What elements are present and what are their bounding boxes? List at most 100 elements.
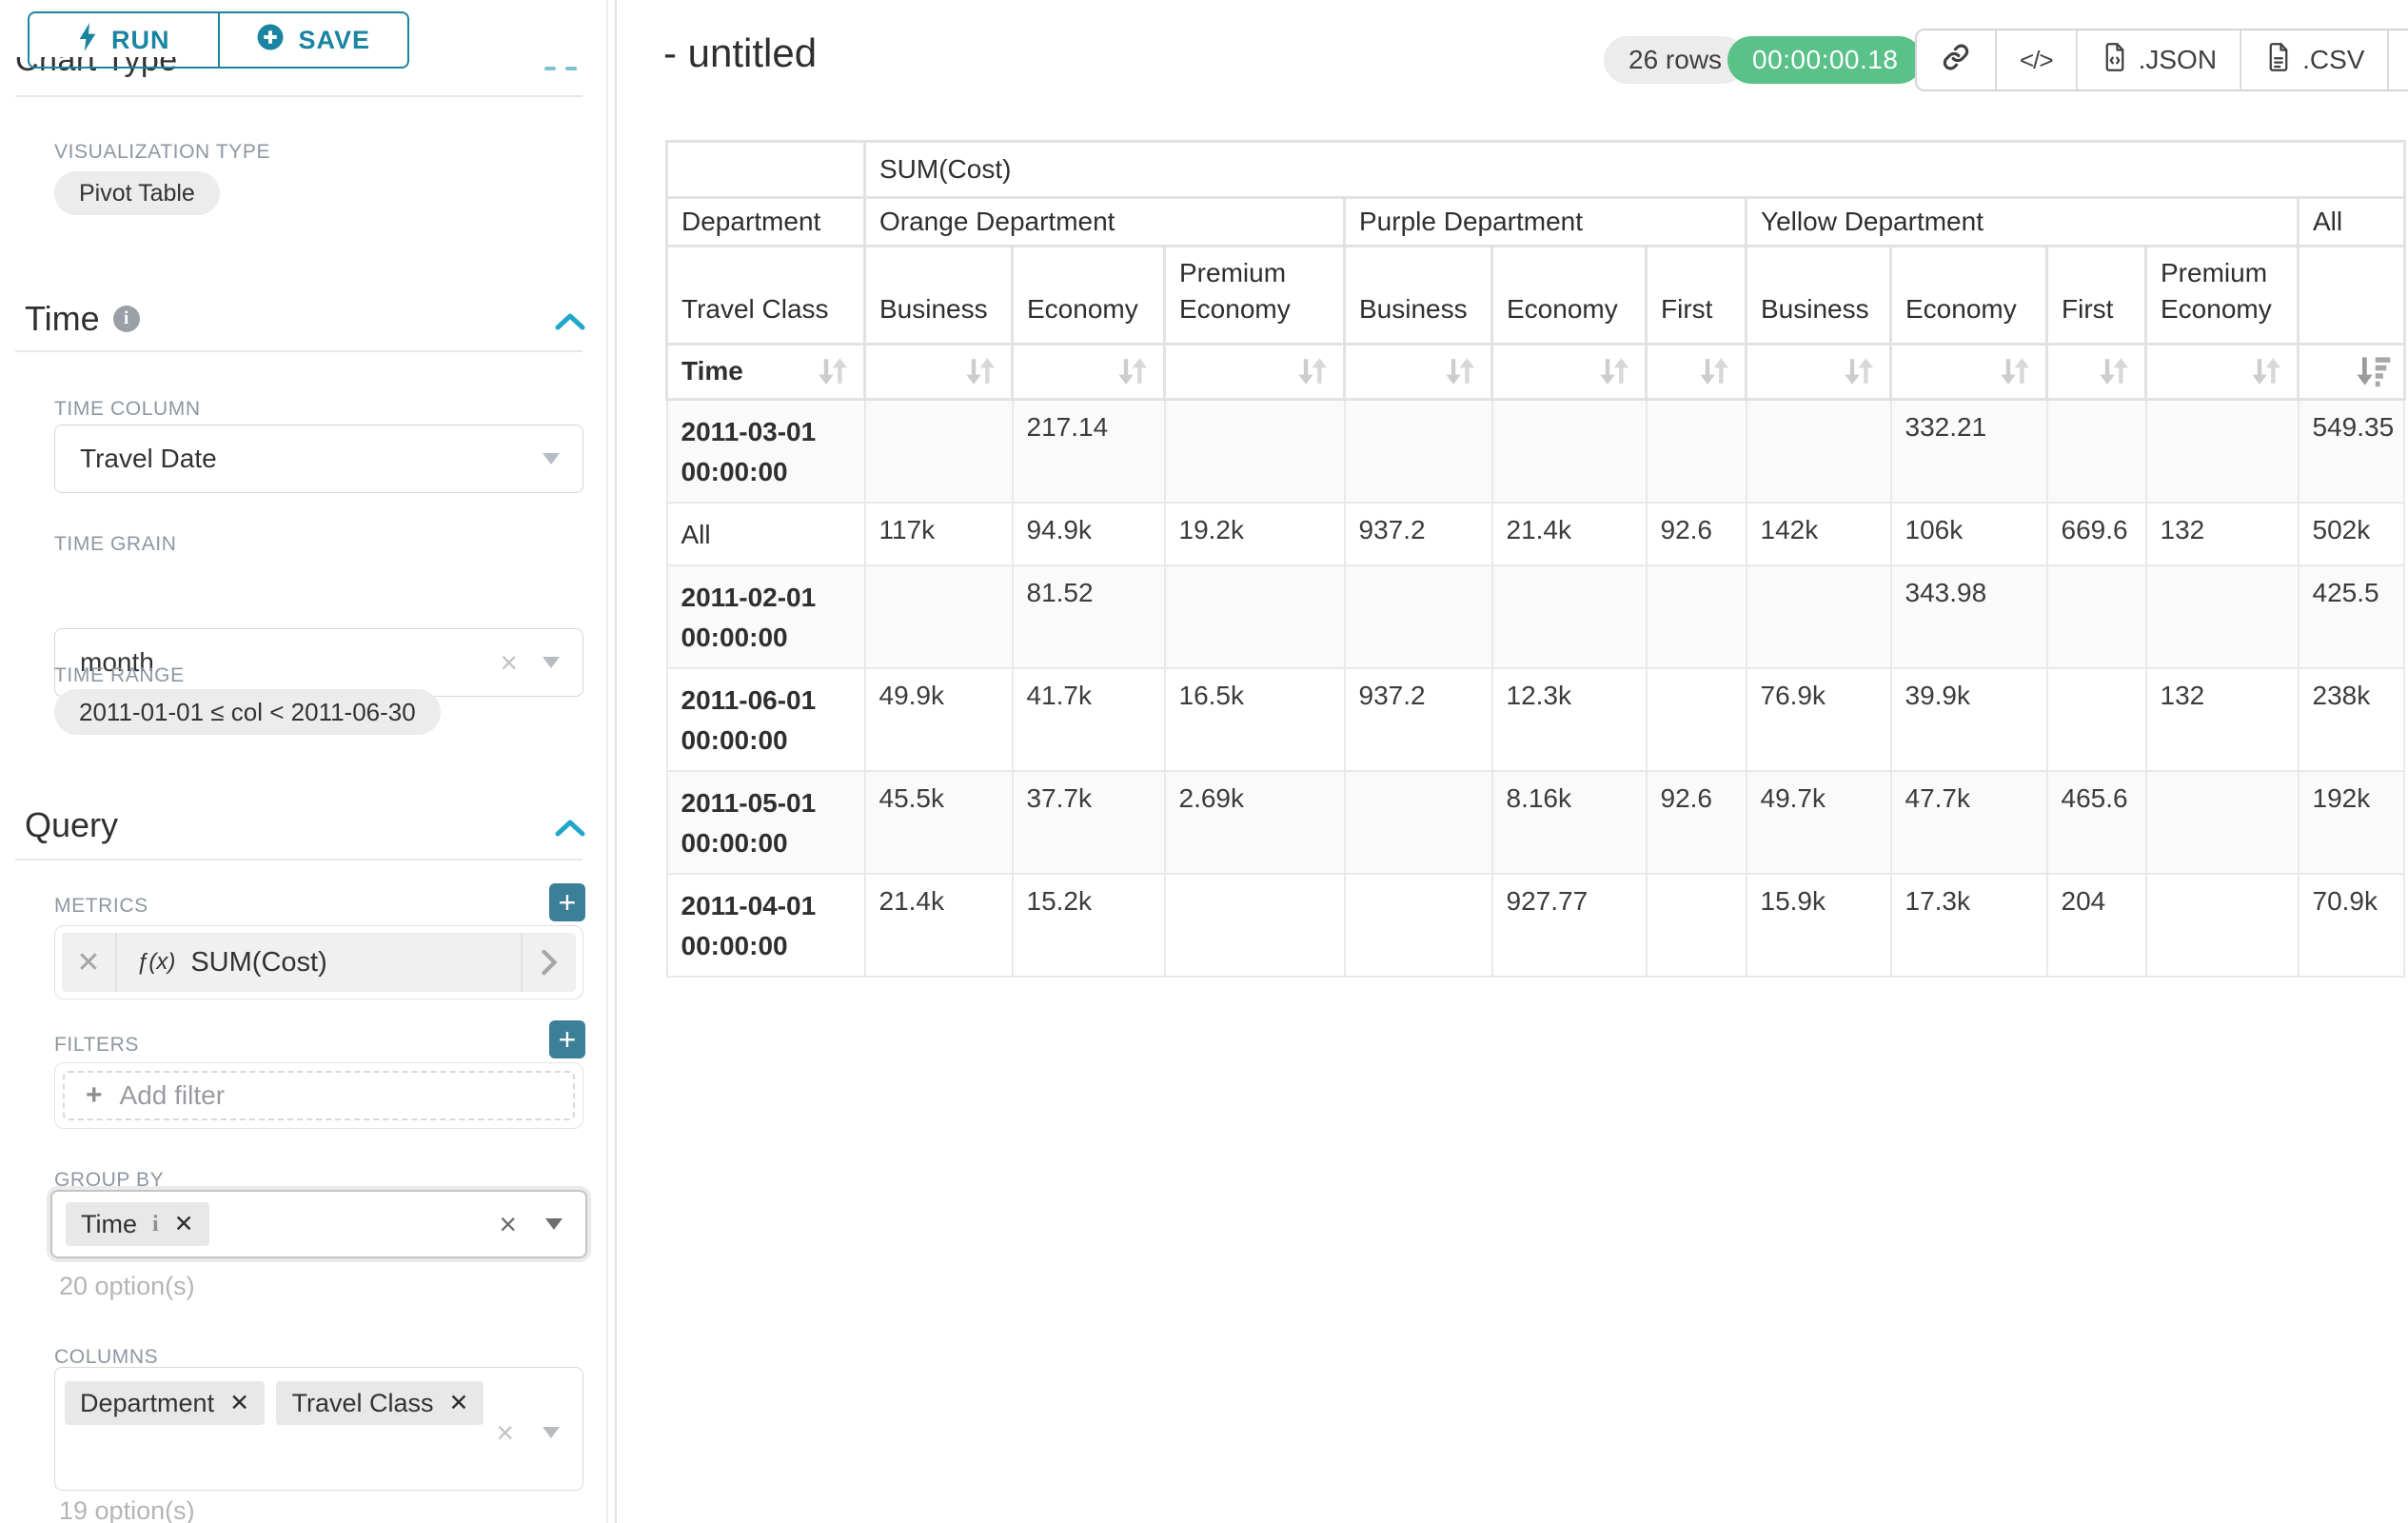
table-cell: 12.3k xyxy=(1490,666,1648,772)
clear-icon[interactable]: × xyxy=(496,1415,514,1450)
table-cell xyxy=(2045,564,2147,669)
remove-tag-icon[interactable]: ✕ xyxy=(448,1390,469,1416)
export-json-button[interactable]: .JSON xyxy=(2075,30,2240,89)
table-cell xyxy=(863,398,1014,504)
remove-metric-icon[interactable]: ✕ xyxy=(62,933,117,992)
sort-icon[interactable] xyxy=(1593,353,1635,389)
chevron-down-icon[interactable] xyxy=(543,453,560,465)
metrics-label: METRICS xyxy=(54,895,148,917)
expand-metric-button[interactable] xyxy=(521,933,576,992)
viz-type-pill[interactable]: Pivot Table xyxy=(54,171,220,215)
save-button[interactable]: SAVE xyxy=(217,13,408,67)
table-cell: 669.6 xyxy=(2045,501,2147,566)
group-by-select[interactable]: Time i ✕ × xyxy=(50,1190,587,1258)
export-toolbar: </> .JSON .CSV xyxy=(1915,29,2408,91)
table-cell: 332.21 xyxy=(1889,398,2048,504)
time-range-pill[interactable]: 2011-01-01 ≤ col < 2011-06-30 xyxy=(54,689,441,735)
metric-name: SUM(Cost) xyxy=(190,946,327,978)
run-button[interactable]: RUN xyxy=(30,13,218,67)
column-sort-header xyxy=(1889,342,2048,401)
chevron-down-icon[interactable] xyxy=(545,1218,563,1230)
csv-file-icon xyxy=(2264,41,2293,80)
viz-type-label: VISUALIZATION TYPE xyxy=(54,141,271,163)
columns-options-count: 19 option(s) xyxy=(59,1496,195,1523)
table-row: 2011-06-01 00:00:00 49.9k 41.7k 16.5k 937.2 1… xyxy=(665,666,2406,772)
sort-icon[interactable] xyxy=(1112,353,1154,389)
chevron-down-icon[interactable] xyxy=(543,657,560,668)
time-grain-select[interactable]: month × xyxy=(54,628,583,697)
chart-title[interactable]: - untitled xyxy=(663,30,818,75)
chevron-down-icon[interactable] xyxy=(543,1427,560,1438)
department-group-header: All xyxy=(2297,196,2406,247)
sidebar-scrollbar-track[interactable] xyxy=(606,0,608,1523)
row-header: 2011-03-01 00:00:00 xyxy=(665,398,866,504)
remove-tag-icon[interactable]: ✕ xyxy=(229,1390,250,1416)
sort-icon[interactable] xyxy=(959,353,1001,389)
table-cell: 106k xyxy=(1889,501,2048,566)
table-row: All 117k 94.9k 19.2k 937.2 21.4k 92.6 142k 106k 6… xyxy=(665,501,2406,566)
metric-header-cell: SUM(Cost) xyxy=(863,140,2406,199)
group-by-options-count: 20 option(s) xyxy=(59,1272,195,1300)
columns-tag: Department ✕ xyxy=(65,1381,266,1425)
table-cell: 37.7k xyxy=(1011,769,1166,875)
table-row: 2011-04-01 00:00:00 21.4k 15.2k 927.77 15.9k… xyxy=(665,872,2406,978)
travel-class-column-header: Business xyxy=(1745,245,1892,346)
sort-icon[interactable] xyxy=(812,353,854,389)
sort-icon[interactable] xyxy=(1292,353,1333,389)
remove-tag-icon[interactable]: ✕ xyxy=(173,1211,194,1237)
add-filter-button[interactable]: + Add filter xyxy=(63,1071,575,1120)
add-metric-button[interactable]: + xyxy=(549,883,585,921)
json-file-icon xyxy=(2101,41,2129,80)
clear-icon[interactable]: × xyxy=(500,645,518,680)
table-row: 2011-05-01 00:00:00 45.5k 37.7k 2.69k 8.16k 9… xyxy=(665,769,2406,875)
table-cell xyxy=(1490,398,1648,504)
columns-tag: Travel Class ✕ xyxy=(276,1381,484,1425)
table-cell: 92.6 xyxy=(1645,769,1747,875)
table-cell xyxy=(2144,872,2299,978)
export-csv-button[interactable]: .CSV xyxy=(2240,30,2387,89)
time-column-select[interactable]: Travel Date xyxy=(54,425,583,493)
collapse-time-section-button[interactable] xyxy=(555,312,585,336)
metric-pill[interactable]: ✕ ƒ(x) SUM(Cost) xyxy=(62,933,576,992)
table-cell: 92.6 xyxy=(1645,501,1747,566)
more-options-button[interactable] xyxy=(2387,30,2408,89)
sort-icon[interactable] xyxy=(1994,353,2036,389)
table-cell: 16.5k xyxy=(1163,666,1346,772)
table-cell: 132 xyxy=(2144,666,2299,772)
sort-descending-active-icon[interactable] xyxy=(2352,353,2394,389)
copy-link-button[interactable] xyxy=(1917,30,1995,89)
sort-icon[interactable] xyxy=(1838,353,1880,389)
column-sort-header xyxy=(1745,342,1892,401)
query-section-title-text: Query xyxy=(25,805,119,844)
plus-icon: + xyxy=(86,1079,103,1111)
table-cell: 204 xyxy=(2045,872,2147,978)
table-cell xyxy=(863,564,1014,669)
time-column-value: Travel Date xyxy=(80,444,217,473)
sort-icon[interactable] xyxy=(2245,353,2287,389)
add-filter-plus-button[interactable]: + xyxy=(549,1020,585,1058)
group-by-tag: Time i ✕ xyxy=(66,1202,209,1246)
scrolled-icon-remnant xyxy=(544,67,556,70)
sort-icon[interactable] xyxy=(2093,353,2135,389)
sort-icon[interactable] xyxy=(1439,353,1481,389)
columns-select[interactable]: Department ✕ Travel Class ✕ × xyxy=(54,1367,583,1491)
time-range-label: TIME RANGE xyxy=(54,664,185,686)
row-header: 2011-02-01 00:00:00 xyxy=(665,564,866,669)
json-button-label: .JSON xyxy=(2138,45,2218,74)
run-save-button-group: RUN SAVE xyxy=(28,11,409,69)
table-cell: 8.16k xyxy=(1490,769,1648,875)
table-cell xyxy=(1645,872,1747,978)
collapse-query-section-button[interactable] xyxy=(555,819,585,842)
clear-icon[interactable]: × xyxy=(499,1207,517,1241)
travel-class-column-header: Business xyxy=(863,245,1014,346)
section-divider xyxy=(15,859,582,860)
travel-class-column-header xyxy=(2297,245,2406,346)
embed-code-button[interactable]: </> xyxy=(1995,30,2076,89)
filters-control: + Add filter xyxy=(54,1062,583,1129)
query-timer-badge: 00:00:00.18 xyxy=(1727,36,1924,84)
sort-icon[interactable] xyxy=(1693,353,1735,389)
table-cell: 21.4k xyxy=(1490,501,1648,566)
table-cell xyxy=(1163,872,1346,978)
metric-body[interactable]: ƒ(x) SUM(Cost) xyxy=(117,947,521,979)
info-icon: i xyxy=(152,1211,159,1236)
